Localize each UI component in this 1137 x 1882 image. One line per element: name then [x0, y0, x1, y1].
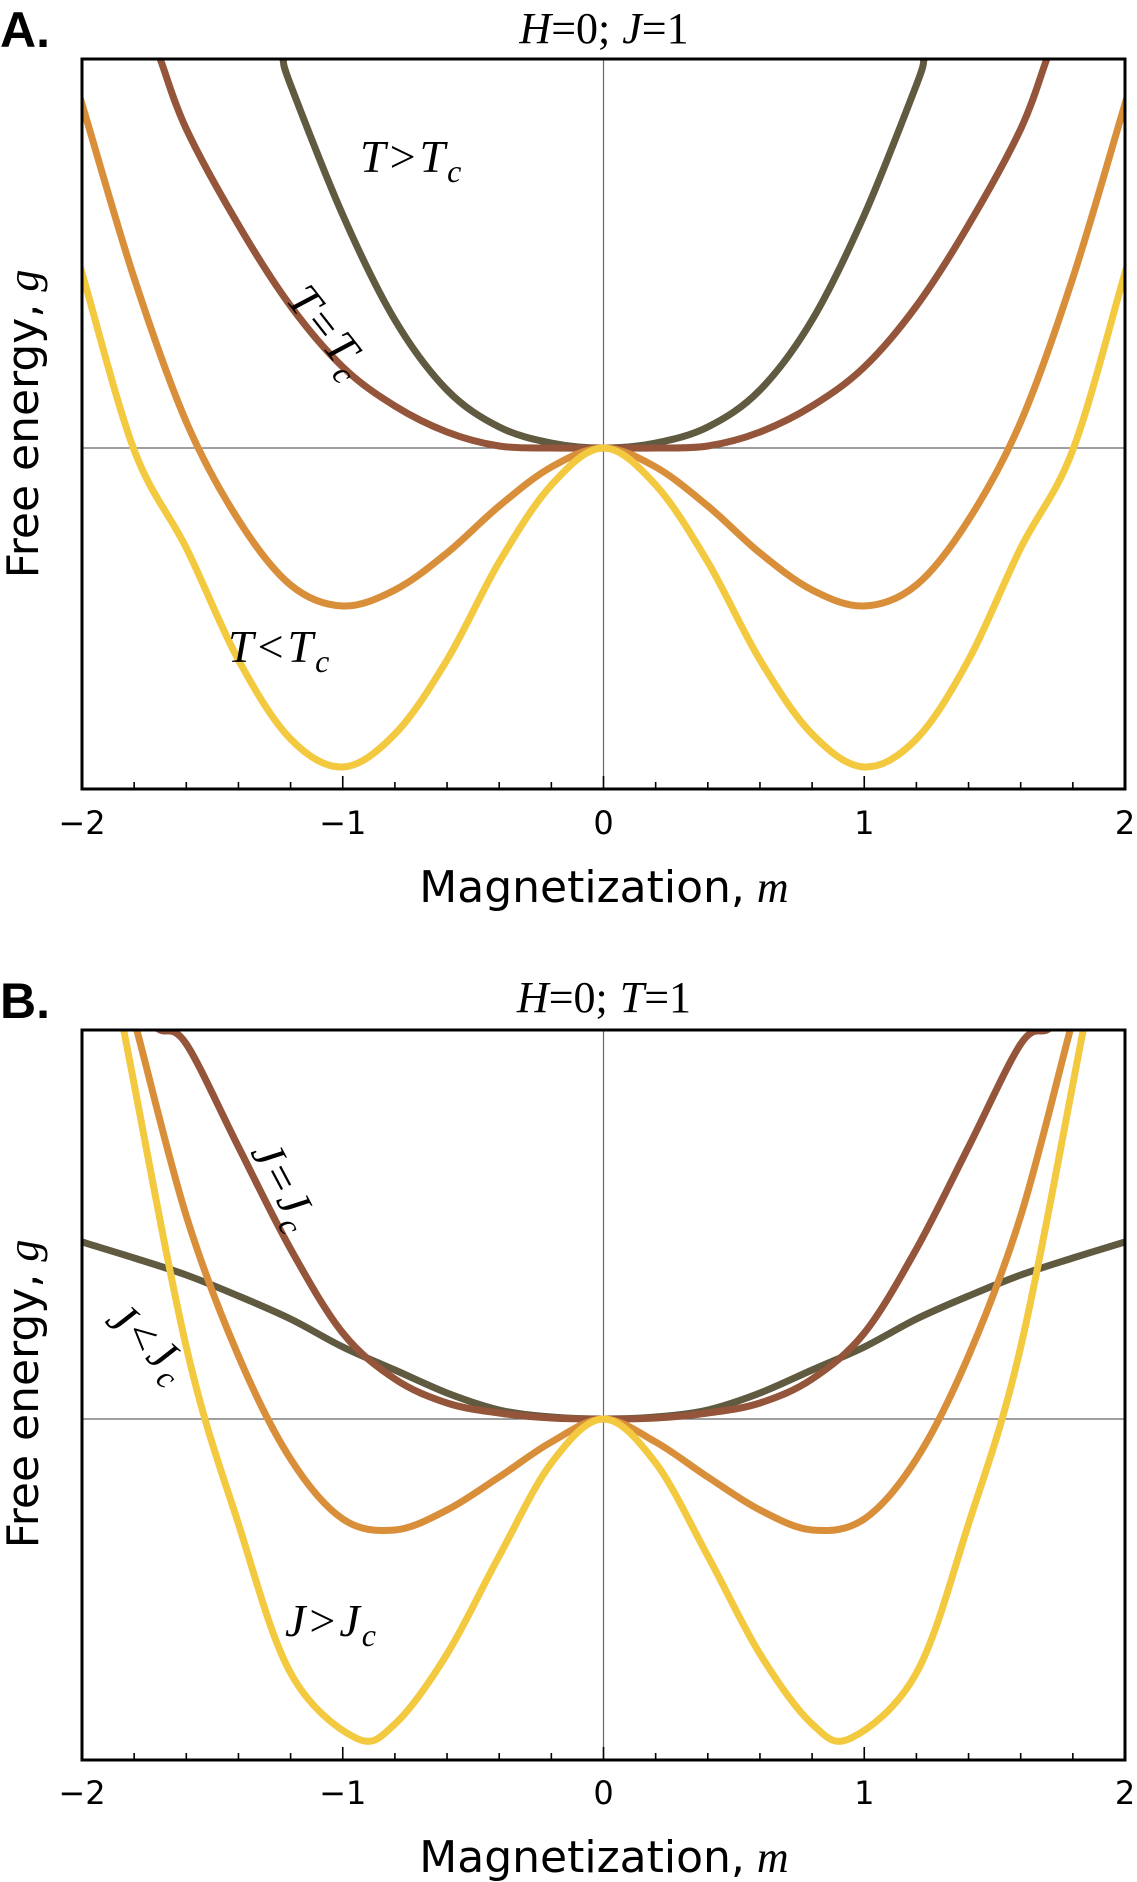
panel-a: A. H=0; J=1 −2 −1 0 1 2 T>Tc T=Tc T<Tc Magnetiza…: [0, 2, 1135, 913]
x-tick-label: 2: [1115, 1774, 1135, 1812]
x-tick-label: 1: [854, 804, 874, 842]
curve-label: J<Jc: [93, 1292, 199, 1396]
x-tick-label: 2: [1115, 804, 1135, 842]
curve-label: T<Tc: [228, 621, 329, 679]
curve-t-t-c: [82, 260, 1125, 771]
panel-b-title: H=0; T=1: [516, 973, 691, 1022]
curve-j-j-c: [82, 1238, 1125, 1423]
curve-j-j-c: [120, 1030, 1087, 1745]
curve-label: J=Jc: [235, 1133, 329, 1241]
x-tick-label: 1: [854, 1774, 874, 1812]
panel-b-y-axis-title: Free energy,g: [0, 1240, 49, 1549]
curve-t-t-c-upper: [82, 91, 1125, 610]
curve-label: J>Jc: [285, 1595, 376, 1653]
panel-a-plot: −2 −1 0 1 2 T>Tc T=Tc T<Tc: [58, 57, 1135, 842]
x-tick-label: −1: [319, 804, 366, 842]
panel-a-letter: A.: [0, 2, 50, 58]
panel-b-x-axis-title: Magnetization, m: [419, 1832, 788, 1882]
x-tick-label: −1: [319, 1774, 366, 1812]
panel-b-plot: −2 −1 0 1 2 J=Jc J<Jc J>Jc: [58, 1028, 1135, 1812]
panel-b-letter: B.: [0, 973, 50, 1029]
panel-a-title: H=0; J=1: [518, 4, 688, 53]
curve-label: T>Tc: [360, 131, 461, 189]
x-tick-label: −2: [58, 804, 105, 842]
panel-a-x-axis-title: Magnetization, m: [419, 862, 788, 913]
x-tick-label: 0: [593, 1774, 613, 1812]
x-tick-label: 0: [593, 804, 613, 842]
x-tick-label: −2: [58, 1774, 105, 1812]
panel-b: B. H=0; T=1 −2 −1 0 1 2 J=Jc J<Jc J>Jc Magnetiza…: [0, 973, 1135, 1882]
curve-label: T=Tc: [272, 275, 380, 391]
panel-a-y-axis-title: Free energy,g: [0, 270, 49, 579]
